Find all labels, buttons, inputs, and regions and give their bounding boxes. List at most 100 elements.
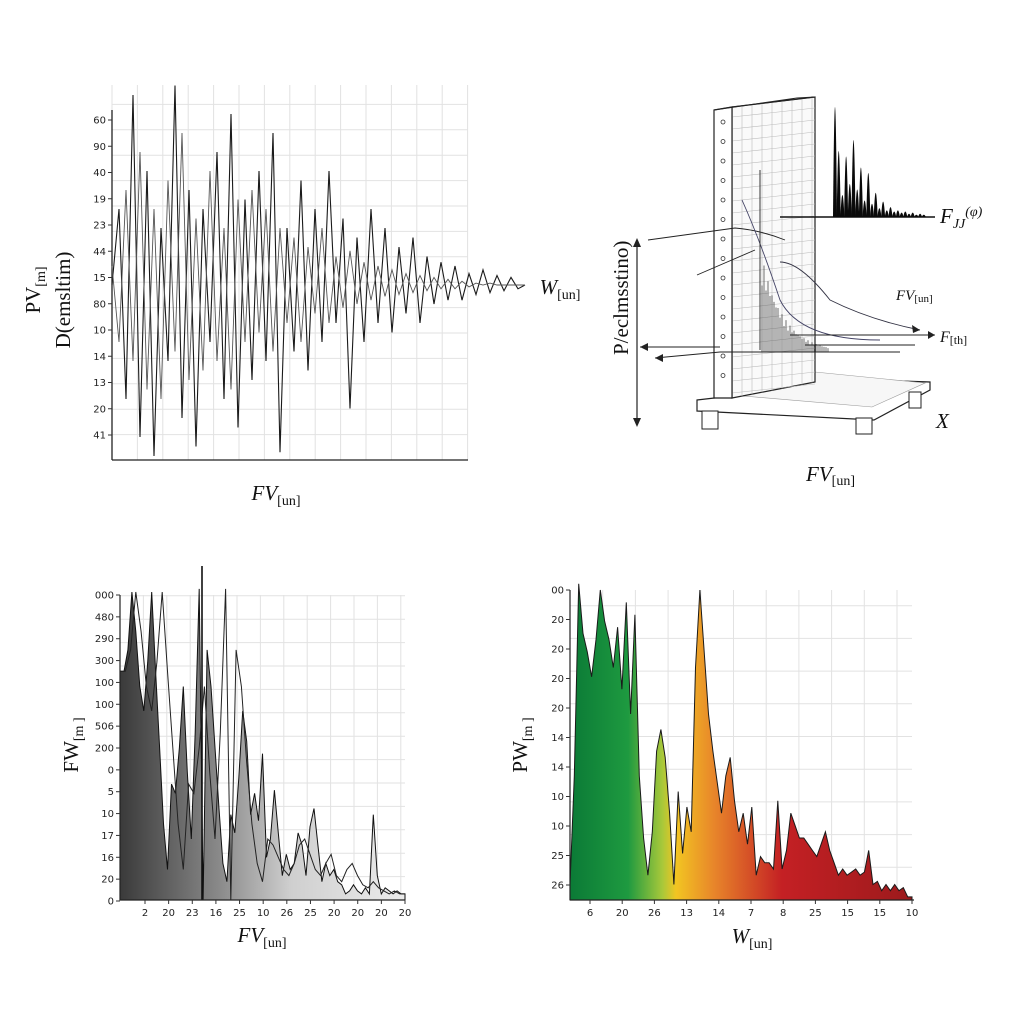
y-tick-label: 0 xyxy=(108,897,114,908)
spectrum-peak xyxy=(836,151,841,217)
y-axis-label-line1-main: PV xyxy=(21,287,45,314)
y-tick-label: 480 xyxy=(95,612,114,623)
post-hole xyxy=(720,197,726,203)
label-fjj: FJJ(φ) xyxy=(939,204,983,232)
y-tick-label: 13 xyxy=(93,378,106,389)
spectrum-peak xyxy=(858,167,863,217)
top-left-waveform-chart: 60 90 40 19 23 44 15 80 10 14 13 20 41 PV[m] D(emsltim… xyxy=(21,85,580,509)
x-axis-label-main: FV xyxy=(237,923,266,947)
y-tick-label: 300 xyxy=(95,656,114,667)
x-axis-label: FV[un] xyxy=(237,923,287,951)
board-grid-horizontal xyxy=(731,107,816,118)
board-grid-horizontal xyxy=(731,287,816,298)
y-tick-label: 17 xyxy=(101,831,114,842)
spectrum-peak xyxy=(855,189,860,217)
spectrum-peak xyxy=(907,213,911,217)
x-tick-label: 15 xyxy=(873,908,886,919)
post-hole xyxy=(720,275,726,281)
base-leg xyxy=(908,391,922,409)
board-spectrum xyxy=(761,265,829,352)
y-tick-label: 20 xyxy=(551,674,564,685)
board-grid-horizontal xyxy=(731,299,816,310)
board-grid-horizontal xyxy=(731,359,816,370)
x-tick-label: 20 xyxy=(375,908,388,919)
spectrum-peak xyxy=(847,184,852,217)
y-tick-label: 15 xyxy=(93,273,106,284)
spectrum-peak xyxy=(840,195,845,217)
y-tick-label: 19 xyxy=(93,194,106,205)
board-post-top xyxy=(713,96,816,111)
top-right-diagram: P/eclmsstino) FJJ(φ) FV[un] F[th] X FV[u… xyxy=(609,96,983,489)
spectrum-peak xyxy=(918,213,923,217)
post-hole xyxy=(720,256,726,261)
post-hole xyxy=(720,178,726,183)
board-grid-horizontal xyxy=(731,143,816,154)
x-axis-label: W[un] xyxy=(732,924,773,952)
y-axis-label-main: PW xyxy=(508,741,532,773)
spectrum-peak xyxy=(844,156,849,217)
x-tick-label: 6 xyxy=(587,908,593,919)
y-tick-label: 000 xyxy=(95,591,114,602)
x-tick-label: 26 xyxy=(648,908,661,919)
y-axis-label: FW[m ] xyxy=(59,717,87,772)
spectrum-peak xyxy=(833,107,837,217)
arrow-down-icon xyxy=(633,418,641,427)
y-axis-label-line1-sub: [m] xyxy=(34,266,49,286)
board-grid-horizontal xyxy=(731,311,816,322)
y-tick-label: 14 xyxy=(93,352,106,363)
y-tick-label: 290 xyxy=(95,634,114,645)
post-hole xyxy=(720,353,726,359)
board-grid-horizontal xyxy=(731,251,816,262)
board-grid-horizontal xyxy=(731,347,816,358)
y-axis-label-line2: D(emsltim) xyxy=(51,252,75,349)
y-axis-label-sub: [m ] xyxy=(521,717,536,741)
y-tick-label: 0 xyxy=(108,765,114,776)
spectrum-peak xyxy=(895,210,900,217)
y-tick-label: 14 xyxy=(551,733,564,744)
x-tick-label: 26 xyxy=(280,908,293,919)
y-tick-label: 10 xyxy=(93,326,106,337)
x-tick-label: 10 xyxy=(906,908,919,919)
spectrum-peak xyxy=(899,212,904,217)
y-tick-label: 25 xyxy=(551,851,564,862)
y-tick-label: 20 xyxy=(551,704,564,715)
leader-lines xyxy=(640,170,935,359)
x-tick-label: 20 xyxy=(351,908,364,919)
x-axis-label-sub: [un] xyxy=(749,937,772,952)
x-tick-label: 7 xyxy=(748,908,754,919)
spectrum-peak xyxy=(866,173,871,217)
board-grid-horizontal xyxy=(731,335,816,346)
spectrum-peak xyxy=(921,214,926,217)
post-hole xyxy=(720,314,726,320)
y-tick-label: 44 xyxy=(93,247,106,258)
diagram-vertical-label: P/eclmsstino) xyxy=(609,241,633,355)
board-grid-horizontal xyxy=(731,179,816,190)
board-grid-horizontal xyxy=(731,191,816,202)
board-grid-horizontal xyxy=(731,131,816,142)
post-hole xyxy=(720,119,726,125)
y-axis-label-main: FW xyxy=(59,741,83,773)
spectrum-peak xyxy=(914,214,919,217)
x-axis-label: FV[un] xyxy=(251,481,301,509)
post-hole xyxy=(720,373,726,378)
y-tick-label: 14 xyxy=(551,763,564,774)
x-tick-label: 20 xyxy=(399,908,412,919)
label-x-axis: X xyxy=(935,409,950,433)
y-tick-label: 16 xyxy=(101,853,114,864)
x-tick-label: 23 xyxy=(186,908,199,919)
base-leg xyxy=(855,417,873,435)
label-fth: F[th] xyxy=(939,329,967,347)
spectrum-peak xyxy=(881,201,886,217)
y-tick-label: 506 xyxy=(95,722,114,733)
board-grid-horizontal xyxy=(731,239,816,250)
x-tick-label: 25 xyxy=(233,908,246,919)
y-tick-label: 23 xyxy=(93,221,106,232)
x-axis-label-sub: [un] xyxy=(277,494,300,509)
x-axis-label-main: FV xyxy=(251,481,280,505)
y-tick-label: 00 xyxy=(551,586,564,597)
y-axis-label-line1: PV[m] xyxy=(21,266,49,313)
y-tick-label: 26 xyxy=(551,881,564,892)
y-tick-label: 60 xyxy=(93,116,106,127)
y-tick-label: 10 xyxy=(101,809,114,820)
y-tick-label: 5 xyxy=(108,787,114,798)
